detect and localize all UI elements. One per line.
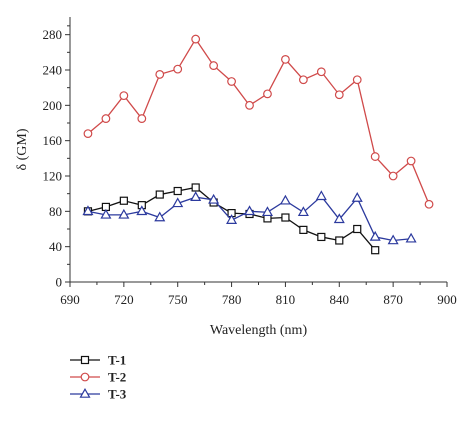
data-point-t-2 (137, 114, 147, 123)
data-point-t-2 (281, 55, 290, 64)
data-point-t-1 (317, 232, 326, 242)
data-point-t-3 (369, 230, 381, 241)
data-point-t-1 (173, 186, 182, 196)
data-point-t-1 (353, 224, 362, 234)
data-point-t-3 (279, 194, 291, 205)
legend-label: T-2 (108, 370, 126, 385)
data-point-t-2 (388, 171, 398, 181)
y-tick-label: 200 (43, 98, 63, 113)
data-point-t-2 (209, 61, 219, 70)
x-axis-title: Wavelength (nm) (210, 323, 308, 338)
data-point-t-3 (351, 192, 363, 202)
y-tick-label: 280 (43, 27, 63, 42)
data-point-t-2 (191, 34, 201, 44)
data-point-t-2 (316, 67, 326, 77)
x-tick-label: 690 (60, 292, 80, 307)
data-point-t-2 (298, 75, 308, 85)
series-line-t-2 (87, 37, 430, 205)
data-point-t-3 (243, 205, 256, 216)
legend-swatch-marker (80, 372, 90, 382)
data-point-t-3 (333, 213, 345, 224)
data-point-t-3 (208, 193, 220, 204)
data-point-t-2 (352, 75, 362, 85)
data-point-t-2 (101, 114, 111, 123)
y-tick-label: 80 (49, 204, 62, 219)
y-tick-label: 160 (43, 133, 63, 148)
series-t-2 (83, 34, 434, 209)
data-point-t-1 (335, 236, 344, 245)
data-point-t-1 (155, 190, 164, 199)
data-point-t-3 (226, 214, 238, 224)
data-point-t-1 (281, 213, 290, 222)
data-point-t-2 (227, 77, 236, 86)
legend-item-t-1: T-1 (70, 353, 126, 368)
legend-swatch-marker (80, 355, 90, 365)
legend: T-1 T-2 T-3 (70, 353, 127, 402)
data-point-t-3 (82, 205, 94, 216)
data-point-t-3 (315, 190, 327, 201)
legend-label: T-1 (108, 353, 126, 368)
data-point-t-1 (119, 196, 128, 205)
y-axis-title: δ (GM) (15, 128, 30, 170)
data-point-t-3 (100, 208, 112, 219)
data-point-t-2 (406, 156, 416, 166)
data-point-t-2 (173, 64, 183, 74)
data-point-t-3 (154, 211, 166, 222)
data-point-t-1 (371, 246, 380, 255)
data-point-t-2 (155, 70, 165, 79)
data-point-t-3 (405, 232, 417, 243)
y-tick-label: 40 (49, 239, 62, 254)
series-line-t-3 (87, 195, 412, 242)
data-point-t-3 (190, 191, 202, 201)
data-point-t-3 (118, 208, 130, 219)
y-tick-label: 0 (56, 275, 63, 290)
data-point-t-2 (370, 152, 380, 161)
series-layer (82, 34, 434, 255)
series-t-3 (82, 190, 417, 245)
x-tick-label: 750 (168, 292, 188, 307)
data-point-t-3 (261, 206, 274, 217)
data-point-t-2 (245, 100, 254, 110)
data-point-t-2 (119, 91, 129, 101)
axes: 690 720 750 780 810 840 870 900 0 40 80 120 160 200 24… (15, 17, 457, 338)
legend-item-t-2: T-2 (70, 370, 126, 385)
x-tick-label: 810 (276, 292, 296, 307)
legend-label: T-3 (108, 387, 127, 402)
data-point-t-1 (299, 225, 308, 234)
data-point-t-3 (297, 206, 309, 217)
data-point-t-2 (424, 199, 434, 209)
x-tick-label: 840 (330, 292, 350, 307)
y-tick-label: 120 (43, 169, 63, 184)
y-tick-label: 240 (43, 63, 63, 78)
x-tick-label: 720 (114, 292, 134, 307)
legend-swatch-marker (79, 387, 91, 398)
data-point-t-2 (83, 129, 93, 139)
data-point-t-2 (334, 90, 344, 100)
data-point-t-2 (263, 89, 272, 99)
legend-item-t-3: T-3 (70, 387, 127, 402)
x-tick-label: 780 (222, 292, 242, 307)
data-point-t-3 (136, 205, 148, 216)
data-point-t-3 (172, 197, 184, 208)
data-point-t-1 (191, 183, 200, 192)
x-tick-label: 900 (437, 292, 457, 307)
x-tick-label: 870 (383, 292, 403, 307)
data-point-t-3 (387, 234, 399, 245)
